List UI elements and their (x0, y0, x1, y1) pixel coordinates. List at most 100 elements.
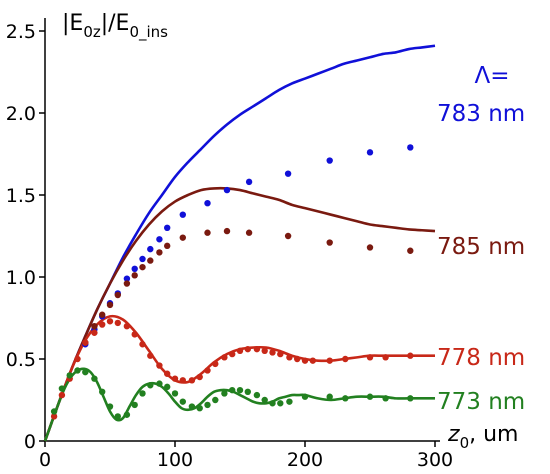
series-point-2 (366, 354, 374, 361)
series-line-1 (43, 186, 436, 442)
series-label-773: 773 nm (437, 389, 525, 415)
series-point-3 (212, 396, 219, 404)
series-point-2 (171, 375, 179, 382)
series-point-2 (139, 341, 146, 348)
series-point-1 (91, 323, 98, 330)
series-point-0 (245, 178, 253, 186)
series-point-3 (261, 396, 268, 404)
series-point-0 (326, 157, 333, 164)
series-point-2 (99, 321, 106, 328)
series-point-2 (229, 350, 236, 358)
series-point-3 (58, 385, 66, 392)
axes (44, 18, 440, 442)
series-point-1 (284, 232, 292, 240)
series-point-1 (106, 301, 114, 309)
series-point-2 (188, 377, 196, 384)
x-axis-title: z0, um (447, 422, 518, 452)
series-point-2 (212, 360, 219, 368)
series-point-1 (156, 249, 163, 256)
series-point-2 (106, 318, 114, 325)
series-point-0 (284, 170, 292, 177)
series-point-2 (326, 357, 333, 364)
series-point-3 (114, 413, 122, 420)
series-point-3 (301, 393, 309, 400)
series-point-3 (244, 388, 251, 395)
series-point-3 (164, 383, 171, 391)
series-point-0 (366, 149, 374, 156)
y-axis-title: |E0z|/E0_ins (62, 11, 168, 42)
series-point-3 (139, 390, 146, 397)
series-point-3 (382, 395, 389, 402)
series-point-0 (147, 245, 154, 253)
series-point-2 (74, 355, 81, 363)
series-point-3 (277, 400, 284, 407)
series-point-1 (147, 257, 154, 264)
series-point-1 (245, 229, 253, 236)
series-point-1 (223, 227, 231, 235)
series-point-2 (123, 323, 131, 330)
series-point-2 (244, 345, 251, 353)
series-point-1 (114, 291, 122, 299)
series-point-3 (131, 401, 138, 409)
series-point-3 (188, 403, 196, 410)
series-point-3 (253, 391, 261, 399)
series-point-2 (221, 354, 228, 361)
series-point-3 (66, 372, 73, 379)
series-point-3 (229, 386, 236, 394)
legend-title: Λ= (474, 63, 509, 89)
series-point-3 (123, 411, 131, 418)
series-point-0 (131, 265, 138, 272)
series-point-1 (123, 280, 131, 287)
series-point-1 (131, 272, 138, 279)
series-point-2 (147, 352, 154, 359)
series-point-3 (50, 408, 58, 415)
series-point-2 (253, 345, 261, 353)
y-tick-label: 0.5 (6, 349, 36, 371)
series-point-0 (156, 236, 163, 243)
series-point-2 (261, 347, 268, 354)
ticks: 0 0.5 1.0 1.5 2.0 2.5 0 100 200 300 (6, 21, 453, 471)
series-point-2 (236, 347, 244, 354)
series-point-3 (342, 395, 349, 402)
series-point-3 (106, 403, 114, 410)
series-point-0 (179, 211, 186, 218)
series-point-2 (342, 355, 349, 363)
series-point-0 (139, 255, 146, 263)
series-point-1 (204, 229, 211, 236)
series-point-3 (269, 400, 276, 407)
series-point-2 (131, 331, 138, 338)
x-tick-label: 100 (157, 449, 193, 471)
y-tick-label: 2.0 (6, 103, 36, 125)
series-point-2 (58, 391, 66, 399)
series-point-3 (74, 367, 81, 374)
series-point-2 (156, 362, 163, 369)
series-point-3 (147, 382, 154, 389)
series-point-3 (326, 393, 333, 400)
series-line-0 (43, 44, 436, 442)
series-point-0 (164, 224, 171, 231)
series-lines (43, 44, 436, 442)
x-tick-label: 0 (39, 449, 51, 471)
series-point-1 (326, 239, 333, 246)
series-point-0 (407, 144, 414, 151)
series-point-2 (179, 377, 186, 384)
series-point-0 (123, 275, 131, 282)
y-tick-label: 1.0 (6, 267, 36, 289)
series-point-3 (156, 380, 163, 387)
series-point-2 (301, 357, 309, 364)
series-point-2 (309, 357, 316, 364)
series-point-1 (164, 242, 171, 250)
series-point-2 (114, 319, 122, 327)
series-label-778: 778 nm (437, 345, 525, 371)
series-point-3 (99, 388, 106, 395)
y-tick-label: 0 (24, 431, 36, 453)
y-tick-label: 2.5 (6, 21, 36, 43)
series-point-2 (91, 329, 98, 336)
series-point-2 (286, 354, 293, 361)
series-point-1 (139, 263, 146, 271)
series-point-3 (407, 395, 414, 402)
series-point-2 (407, 352, 414, 359)
series-point-2 (50, 413, 58, 420)
series-point-2 (269, 349, 276, 356)
series-point-2 (277, 350, 284, 358)
